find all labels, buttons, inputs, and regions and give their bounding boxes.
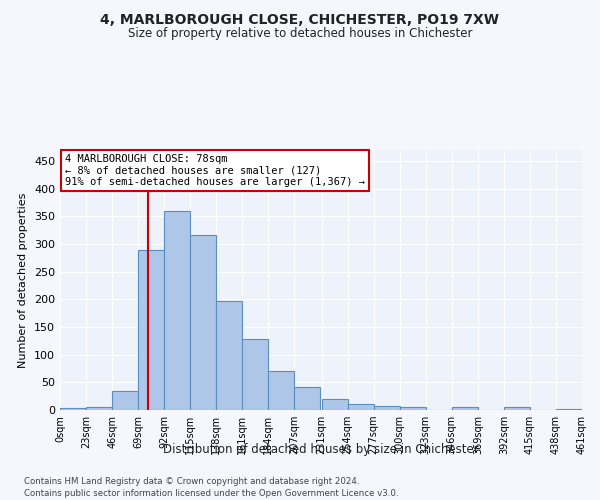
Text: 4 MARLBOROUGH CLOSE: 78sqm
← 8% of detached houses are smaller (127)
91% of semi: 4 MARLBOROUGH CLOSE: 78sqm ← 8% of detac…	[65, 154, 365, 187]
Text: Distribution of detached houses by size in Chichester: Distribution of detached houses by size …	[163, 442, 479, 456]
Text: 4, MARLBOROUGH CLOSE, CHICHESTER, PO19 7XW: 4, MARLBOROUGH CLOSE, CHICHESTER, PO19 7…	[101, 12, 499, 26]
Bar	[322, 399, 347, 410]
Text: Size of property relative to detached houses in Chichester: Size of property relative to detached ho…	[128, 28, 472, 40]
Bar	[216, 301, 242, 410]
Text: Contains HM Land Registry data © Crown copyright and database right 2024.: Contains HM Land Registry data © Crown c…	[24, 478, 359, 486]
Y-axis label: Number of detached properties: Number of detached properties	[19, 192, 28, 368]
Bar	[86, 406, 112, 410]
Bar	[400, 407, 426, 410]
Bar	[164, 211, 190, 410]
Bar	[60, 408, 86, 410]
Bar	[556, 409, 582, 410]
Bar	[295, 387, 320, 410]
Bar	[504, 406, 530, 410]
Text: Contains public sector information licensed under the Open Government Licence v3: Contains public sector information licen…	[24, 489, 398, 498]
Bar	[190, 235, 216, 410]
Bar	[268, 372, 295, 410]
Bar	[347, 404, 374, 410]
Bar	[242, 339, 268, 410]
Bar	[112, 390, 138, 410]
Bar	[452, 406, 478, 410]
Bar	[138, 250, 164, 410]
Bar	[374, 406, 400, 410]
